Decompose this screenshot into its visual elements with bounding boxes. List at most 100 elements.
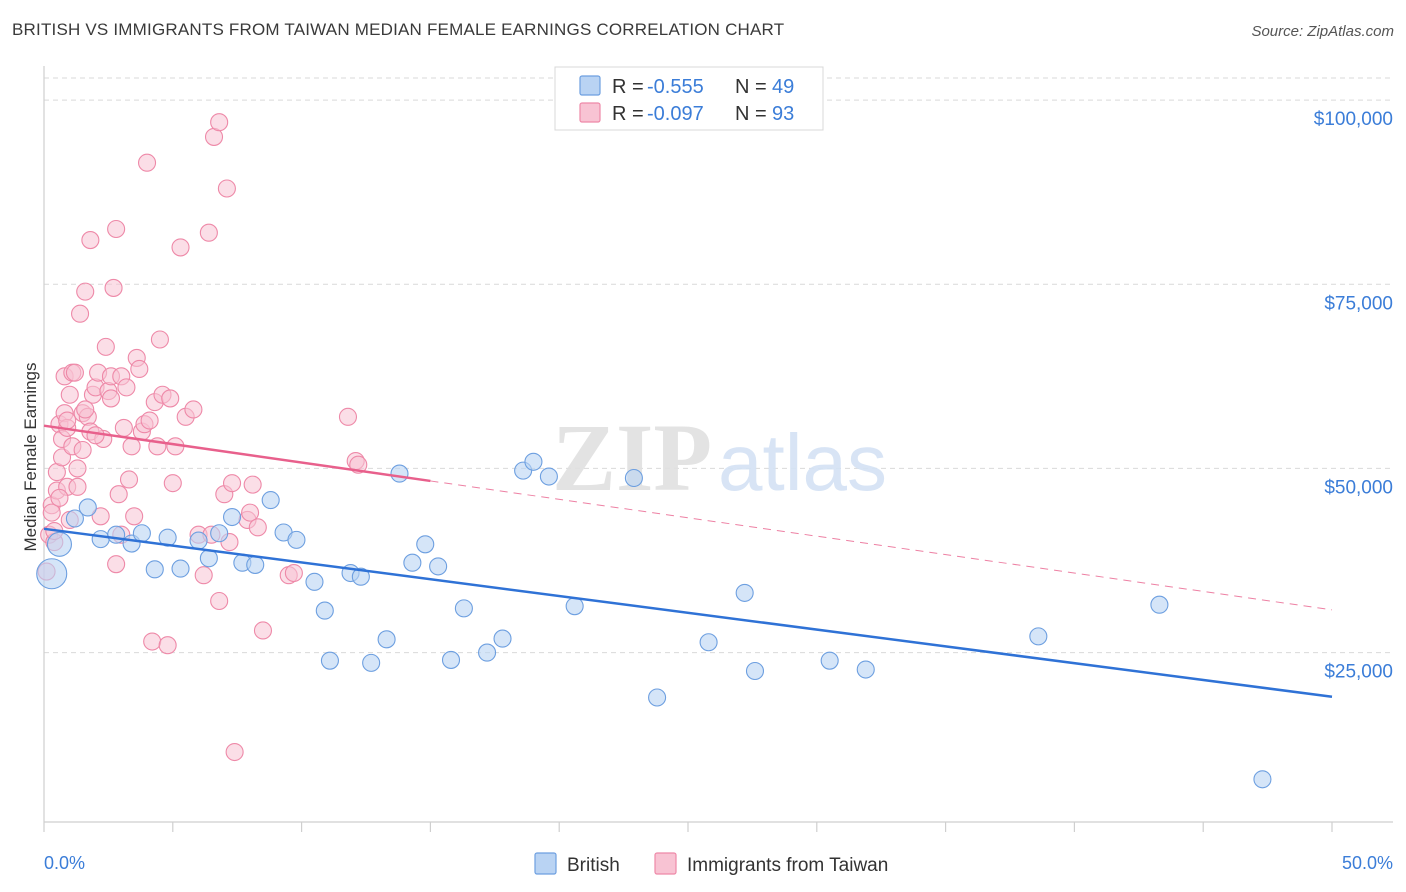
british-point-34 bbox=[493, 629, 512, 648]
british-point-0 bbox=[36, 558, 68, 590]
axes bbox=[43, 66, 1393, 832]
taiwan-point-54 bbox=[150, 330, 169, 349]
taiwan-point-89 bbox=[68, 477, 87, 496]
taiwan-point-18 bbox=[68, 459, 87, 478]
taiwan-point-14 bbox=[60, 385, 79, 404]
taiwan-point-50 bbox=[140, 411, 159, 430]
british-point-43 bbox=[745, 661, 765, 681]
taiwan-point-37 bbox=[107, 555, 126, 574]
taiwan-point-33 bbox=[101, 389, 121, 408]
watermark: ZIP atlas bbox=[552, 404, 887, 511]
bottom-legend-swatch-british bbox=[534, 852, 557, 875]
taiwan-point-57 bbox=[161, 389, 180, 408]
taiwan-point-44 bbox=[125, 507, 144, 526]
british-point-21 bbox=[315, 601, 334, 620]
british-point-22 bbox=[320, 651, 339, 670]
legend-swatch-british bbox=[579, 75, 601, 96]
taiwan-point-77 bbox=[243, 475, 262, 494]
taiwan-point-86 bbox=[50, 488, 69, 507]
legend-r-value-taiwan: -0.097 bbox=[647, 103, 704, 125]
taiwan-point-58 bbox=[163, 474, 182, 493]
taiwan-point-35 bbox=[104, 278, 123, 297]
british-point-25 bbox=[362, 653, 381, 672]
british-point-29 bbox=[416, 535, 435, 554]
bottom-legend: British Immigrants from Taiwan bbox=[534, 852, 888, 876]
british-point-24 bbox=[351, 567, 370, 586]
bottom-legend-swatch-taiwan bbox=[654, 852, 677, 875]
british-point-48 bbox=[1253, 770, 1272, 789]
legend-n-value-british: 49 bbox=[772, 76, 794, 98]
taiwan-point-38 bbox=[109, 485, 128, 504]
legend-r-value-british: -0.555 bbox=[647, 76, 704, 98]
british-point-39 bbox=[624, 468, 643, 488]
taiwan-point-69 bbox=[210, 113, 229, 132]
taiwan-point-24 bbox=[81, 231, 100, 250]
taiwan-point-91 bbox=[86, 426, 105, 445]
taiwan-point-8 bbox=[52, 448, 72, 467]
taiwan-point-19 bbox=[71, 304, 90, 323]
taiwan-point-17 bbox=[65, 363, 84, 382]
y-axis-title: Median Female Earnings bbox=[21, 363, 40, 552]
taiwan-point-29 bbox=[91, 507, 110, 526]
british-point-27 bbox=[390, 464, 409, 483]
taiwan-point-46 bbox=[130, 359, 149, 379]
taiwan-point-3 bbox=[42, 503, 61, 522]
y-tick-label-3: $100,000 bbox=[1314, 109, 1393, 130]
taiwan-point-78 bbox=[248, 518, 267, 537]
taiwan-point-82 bbox=[338, 407, 358, 426]
taiwan-point-90 bbox=[76, 400, 95, 419]
british-point-5 bbox=[107, 525, 126, 544]
british-point-11 bbox=[189, 531, 208, 550]
british-point-37 bbox=[539, 467, 558, 486]
taiwan-point-64 bbox=[194, 566, 213, 585]
taiwan-point-65 bbox=[199, 223, 218, 242]
british-point-33 bbox=[478, 643, 497, 662]
british-point-13 bbox=[210, 524, 229, 543]
british-point-41 bbox=[699, 633, 718, 652]
british-point-40 bbox=[648, 688, 667, 707]
taiwan-point-76 bbox=[241, 503, 260, 522]
british-point-44 bbox=[820, 651, 839, 670]
x-tick-label-0: 0.0% bbox=[44, 853, 85, 873]
british-point-47 bbox=[1150, 595, 1169, 614]
taiwan-point-71 bbox=[217, 179, 236, 198]
series-taiwan-points bbox=[37, 113, 368, 762]
taiwan-point-87 bbox=[58, 411, 77, 430]
x-tick-label-1: 50.0% bbox=[1342, 853, 1393, 873]
watermark-atlas: atlas bbox=[718, 418, 887, 507]
british-point-8 bbox=[145, 560, 164, 579]
legend: R = -0.555 N = 49 R = -0.097 N = 93 bbox=[554, 66, 824, 131]
taiwan-point-22 bbox=[76, 282, 95, 301]
taiwan-point-81 bbox=[284, 563, 303, 583]
british-point-7 bbox=[132, 524, 151, 543]
taiwan-trend-line-solid bbox=[43, 424, 431, 483]
taiwan-point-68 bbox=[210, 591, 229, 611]
taiwan-trend-line-dashed bbox=[430, 480, 1333, 611]
taiwan-point-21 bbox=[73, 440, 92, 460]
trend-lines bbox=[43, 424, 1333, 699]
legend-n-label-taiwan: N = bbox=[735, 103, 767, 125]
british-point-2 bbox=[65, 509, 84, 528]
british-point-16 bbox=[246, 555, 265, 574]
british-point-31 bbox=[441, 650, 461, 669]
british-point-45 bbox=[856, 660, 875, 679]
british-point-26 bbox=[377, 630, 396, 649]
y-tick-label-2: $75,000 bbox=[1324, 293, 1393, 314]
british-point-42 bbox=[735, 583, 754, 602]
taiwan-point-56 bbox=[158, 636, 177, 655]
taiwan-point-40 bbox=[114, 418, 133, 437]
bottom-legend-taiwan: Immigrants from Taiwan bbox=[687, 855, 888, 876]
legend-r-label-taiwan: R = bbox=[612, 103, 644, 125]
tick-labels: $25,000 $50,000 $75,000 $100,000 0.0% 50.0% bbox=[44, 109, 1393, 873]
taiwan-point-62 bbox=[184, 400, 203, 419]
british-point-36 bbox=[524, 452, 543, 471]
chart-source: Source: ZipAtlas.com bbox=[1251, 23, 1394, 40]
british-point-38 bbox=[565, 597, 584, 616]
british-point-10 bbox=[171, 559, 190, 578]
series-british-points bbox=[36, 452, 1272, 789]
y-tick-label-0: $25,000 bbox=[1324, 662, 1393, 683]
bottom-legend-british: British bbox=[567, 855, 620, 876]
taiwan-point-74 bbox=[225, 742, 244, 762]
british-point-19 bbox=[287, 530, 306, 549]
